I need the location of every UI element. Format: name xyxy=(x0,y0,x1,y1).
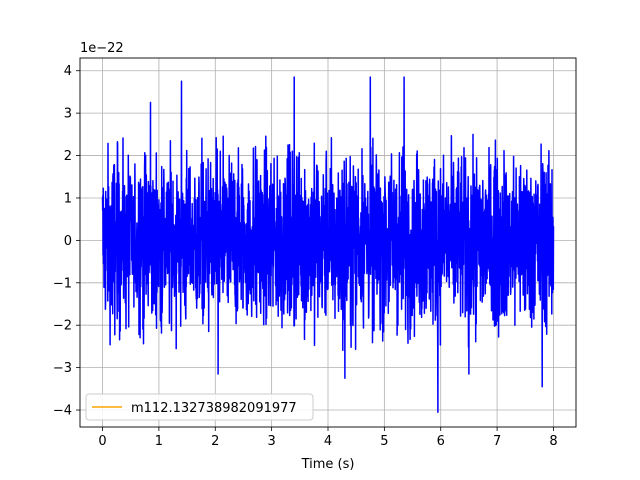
y-offset-label: 1e−22 xyxy=(80,41,124,56)
x-tick-label: 2 xyxy=(211,434,219,449)
x-tick-label: 3 xyxy=(267,434,275,449)
y-tick-label: 2 xyxy=(64,149,72,164)
y-axis-ticks: −4 −3 −2 −1 0 1 2 3 4 xyxy=(53,64,80,419)
x-tick-label: 6 xyxy=(437,434,445,449)
y-tick-label: 3 xyxy=(64,107,72,122)
x-axis-label: Time (s) xyxy=(301,457,355,472)
x-tick-label: 1 xyxy=(155,434,163,449)
x-tick-label: 8 xyxy=(549,434,557,449)
y-tick-label: 4 xyxy=(64,64,72,79)
legend-entry-label: m112.132738982091977 xyxy=(131,401,297,416)
x-tick-label: 7 xyxy=(493,434,501,449)
y-tick-label: −4 xyxy=(53,404,72,419)
legend-frame xyxy=(85,393,314,421)
x-tick-label: 5 xyxy=(380,434,388,449)
noise-series-line xyxy=(101,76,555,413)
x-tick-label: 0 xyxy=(98,434,106,449)
y-tick-label: 1 xyxy=(64,191,72,206)
y-tick-label: 0 xyxy=(64,234,72,249)
noise-series xyxy=(101,76,555,413)
legend: m112.132738982091977 xyxy=(85,393,314,421)
x-axis-ticks: 0 1 2 3 4 5 6 7 8 xyxy=(98,427,558,449)
y-tick-label: −1 xyxy=(53,276,72,291)
x-tick-label: 4 xyxy=(324,434,332,449)
y-tick-label: −3 xyxy=(53,361,72,376)
y-tick-label: −2 xyxy=(53,319,72,334)
